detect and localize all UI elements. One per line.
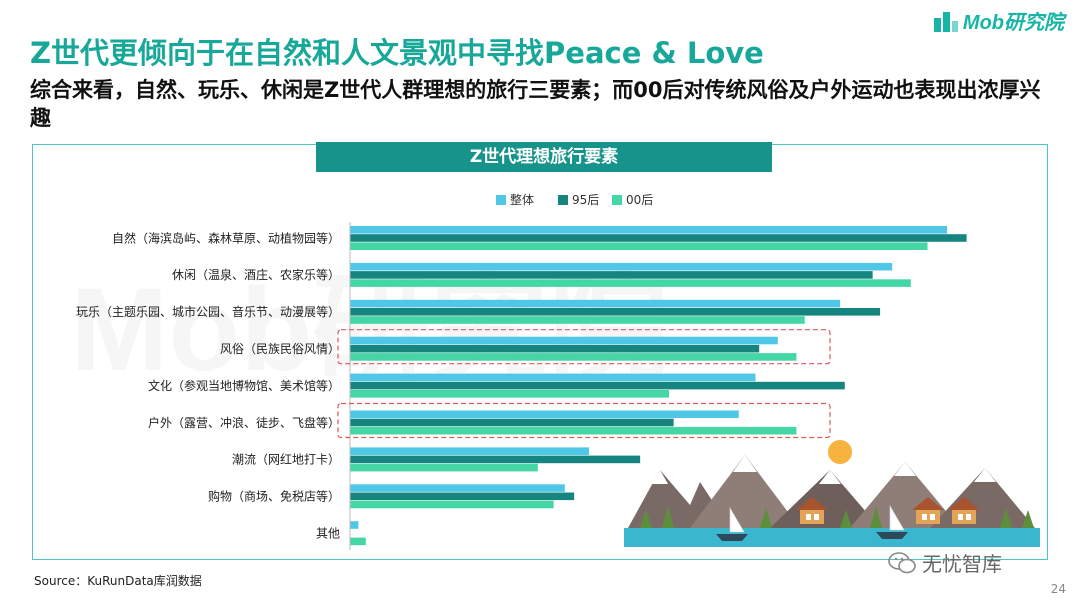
bar (350, 242, 928, 250)
wechat-icon (888, 551, 916, 573)
category-label: 玩乐（主题乐园、城市公园、音乐节、动漫展等） (76, 304, 340, 319)
chart-legend: 整体 95后 00后 (496, 192, 653, 207)
source-note: Source：KuRunData库润数据 (34, 574, 202, 588)
bar (350, 262, 893, 271)
sailboat-icon (876, 504, 908, 539)
category-label: 文化（参观当地博物馆、美术馆等） (148, 378, 340, 393)
bar (350, 353, 797, 361)
bar (350, 271, 873, 279)
bar (350, 234, 967, 242)
bar (350, 390, 669, 398)
legend-label: 00后 (626, 193, 653, 207)
logo-text: Mob研究院 (962, 12, 1064, 34)
page-title: Z世代更倾向于在自然和人文景观中寻找Peace & Love (30, 36, 764, 70)
highlight-box (337, 329, 831, 365)
mob-logo: Mob研究院 (933, 6, 1064, 35)
landscape-illustration (624, 440, 1040, 547)
bar (350, 299, 841, 308)
page-subtitle: 综合来看，自然、玩乐、休闲是Z世代人群理想的旅行三要素；而00后对传统风俗及户外… (30, 78, 1041, 130)
sun-icon (828, 440, 852, 464)
legend-label: 95后 (572, 193, 599, 207)
bar (350, 410, 739, 419)
category-label: 风俗（民族民俗风情） (220, 342, 340, 356)
bar (350, 336, 778, 345)
highlight-boxes (337, 329, 831, 439)
bar (350, 279, 911, 287)
legend-swatch (558, 195, 568, 205)
bar (350, 308, 881, 316)
hut-icon (912, 497, 944, 524)
bar (350, 492, 575, 501)
bar (350, 537, 366, 546)
bar (350, 418, 674, 427)
category-label: 户外（露营、冲浪、徒步、飞盘等） (148, 415, 340, 430)
category-label: 自然（海滨岛屿、森林草原、动植物园等） (112, 230, 340, 245)
bars-layer (349, 222, 967, 551)
category-label: 购物（商场、免税店等） (208, 489, 340, 504)
category-label: 潮流（网红地打卡） (232, 452, 340, 467)
legend-swatch (612, 195, 622, 205)
wechat-watermark: 无忧智库 (888, 548, 1002, 577)
legend-swatch (496, 195, 506, 205)
chart-title: Z世代理想旅行要素 (316, 142, 772, 172)
bar (350, 500, 554, 509)
bar (350, 381, 845, 390)
bar (350, 484, 565, 492)
bar (350, 463, 538, 472)
bar (350, 455, 641, 464)
category-labels: 自然（海滨岛屿、森林草原、动植物园等） 休闲（温泉、酒庄、农家乐等） 玩乐（主题乐园… (76, 230, 340, 540)
hut-icon (948, 497, 980, 524)
hut-icon (796, 497, 828, 524)
page-number: 24 (1050, 582, 1066, 596)
wechat-label: 无忧智库 (922, 552, 1002, 576)
mob-logo-icon (933, 11, 958, 32)
bar (350, 373, 756, 382)
bar (350, 521, 359, 529)
bar (350, 447, 590, 455)
bar (350, 426, 797, 435)
bar (350, 226, 948, 234)
category-label: 休闲（温泉、酒庄、农家乐等） (172, 267, 340, 282)
sailboat-icon (716, 506, 748, 541)
highlight-box (337, 402, 831, 439)
category-label: 其他 (316, 527, 340, 541)
legend-label: 整体 (510, 192, 534, 207)
bar (350, 344, 760, 353)
bar (350, 316, 805, 324)
